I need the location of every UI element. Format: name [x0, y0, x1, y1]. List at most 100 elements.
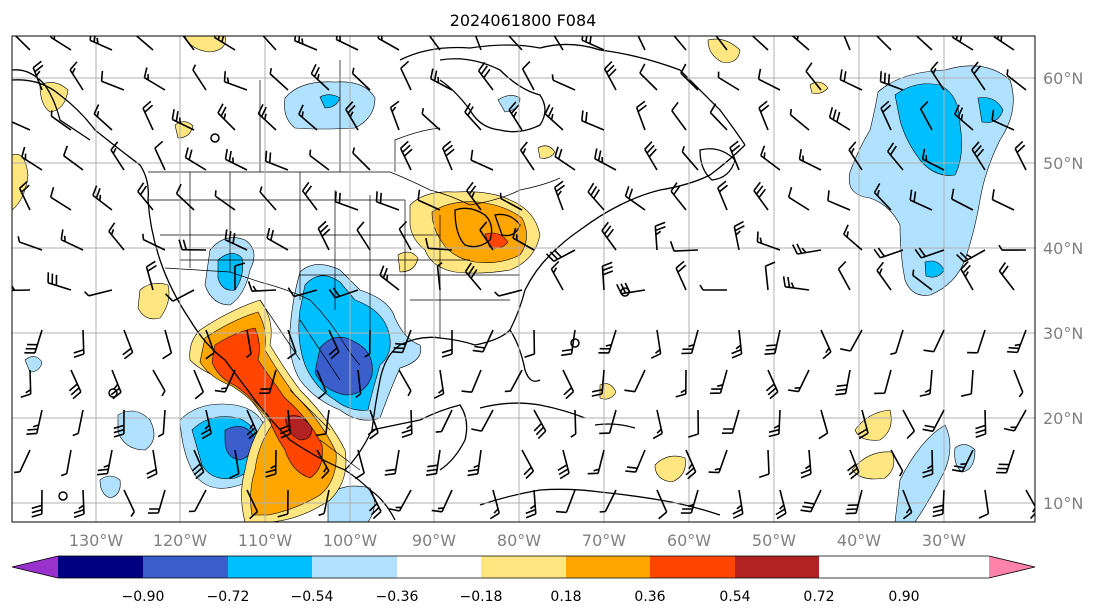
north-america-west-coast: [12, 79, 396, 521]
colorbar-segment: [58, 556, 143, 578]
wind-barb: [345, 101, 359, 131]
wind-barb: [956, 249, 986, 263]
wind-barb: [287, 287, 318, 298]
wind-barb: [758, 100, 770, 131]
wind-barb: [675, 369, 687, 398]
wind-barb: [1013, 369, 1024, 398]
wind-barb: [828, 107, 851, 131]
colorbar: [11, 555, 1036, 579]
wind-barb: [441, 140, 455, 171]
wind-barb: [265, 449, 277, 478]
wind-barb: [902, 409, 916, 440]
wind-barb: [122, 329, 134, 360]
wind-barb: [717, 180, 729, 211]
neg-region-small-pacific2: [99, 475, 121, 499]
wind-barb: [708, 449, 728, 474]
wind-barb: [839, 69, 863, 91]
us-east-coast: [509, 144, 746, 331]
wind-barb: [269, 68, 289, 91]
wind-barb: [669, 240, 699, 252]
wind-barb: [845, 489, 863, 515]
wind-barb: [258, 369, 277, 395]
wind-barb: [499, 192, 523, 211]
wind-barb: [73, 489, 85, 519]
wind-barb: [818, 409, 829, 440]
wind-barb: [352, 147, 371, 171]
wind-barb: [97, 449, 113, 476]
wind-barb: [594, 148, 617, 171]
wind-barb: [470, 149, 494, 171]
wind-barb: [466, 181, 482, 211]
wind-barb: [791, 36, 810, 51]
alaska-coast: [12, 69, 91, 141]
wind-barb: [328, 287, 359, 299]
wind-barb: [214, 190, 236, 211]
colorbar-tick-label: −0.72: [207, 589, 250, 605]
wind-barb: [699, 284, 727, 291]
wind-barb: [544, 104, 564, 131]
wind-barb: [768, 409, 781, 438]
wind-barb: [545, 249, 576, 263]
wind-barb: [213, 36, 236, 51]
wind-barb: [521, 60, 535, 91]
wind-barb: [599, 409, 617, 435]
wind-barb: [191, 449, 205, 480]
wind-barb: [351, 67, 371, 91]
wind-barb: [847, 449, 860, 480]
colorbar-segment: [143, 556, 228, 578]
colorbar-segment: [312, 556, 397, 578]
wind-barb: [135, 36, 154, 51]
positive-anomaly-regions: [12, 36, 895, 522]
wind-barb: [967, 329, 986, 354]
wind-barb: [656, 489, 668, 520]
wind-barb: [355, 369, 362, 399]
calm-wind-markers: [58, 133, 630, 501]
wind-barb: [277, 489, 289, 518]
wind-barb: [49, 36, 72, 51]
lat-label: 60°N: [1043, 69, 1083, 88]
neg-region-small-pacific: [117, 410, 155, 451]
wind-barb: [205, 329, 215, 360]
pos-region-caribbean2: [654, 455, 686, 483]
wind-barb: [654, 221, 666, 251]
wind-barb: [142, 233, 166, 251]
wind-barb: [951, 36, 974, 51]
wind-barb: [975, 409, 987, 438]
wind-barb: [508, 36, 523, 51]
wind-barb: [246, 489, 259, 520]
wind-barb: [472, 329, 494, 353]
wind-barb: [835, 369, 851, 396]
wind-barb: [950, 188, 974, 211]
wind-barb: [12, 121, 31, 131]
wind-barb: [921, 148, 945, 171]
wind-barb: [890, 329, 904, 356]
wind-barb: [993, 36, 1015, 51]
wind-barb: [757, 68, 781, 91]
wind-barb: [840, 329, 863, 352]
wind-barb: [368, 489, 382, 520]
colorbar-outline: [11, 555, 1036, 579]
wind-barb: [639, 63, 658, 91]
colorbar-segment: [735, 556, 819, 578]
wind-barb: [123, 489, 136, 517]
wind-barb: [310, 63, 330, 91]
wind-barb: [791, 243, 822, 255]
wind-barb: [732, 489, 744, 519]
wind-barb: [464, 262, 482, 291]
wind-barb: [137, 182, 154, 211]
wind-barb: [555, 489, 576, 514]
wind-barb: [930, 61, 945, 91]
wind-barb: [298, 104, 318, 131]
wind-barb: [145, 260, 157, 291]
colorbar-segment: [481, 556, 566, 578]
wind-barb: [435, 409, 453, 433]
wind-barb: [441, 330, 453, 358]
wind-barb: [998, 262, 1015, 291]
wind-barb: [246, 409, 258, 440]
wind-barb: [922, 449, 934, 478]
pos-region-california: [137, 283, 170, 320]
wind-barb: [193, 369, 205, 400]
wind-barb: [709, 103, 728, 131]
newfoundland: [699, 148, 736, 181]
